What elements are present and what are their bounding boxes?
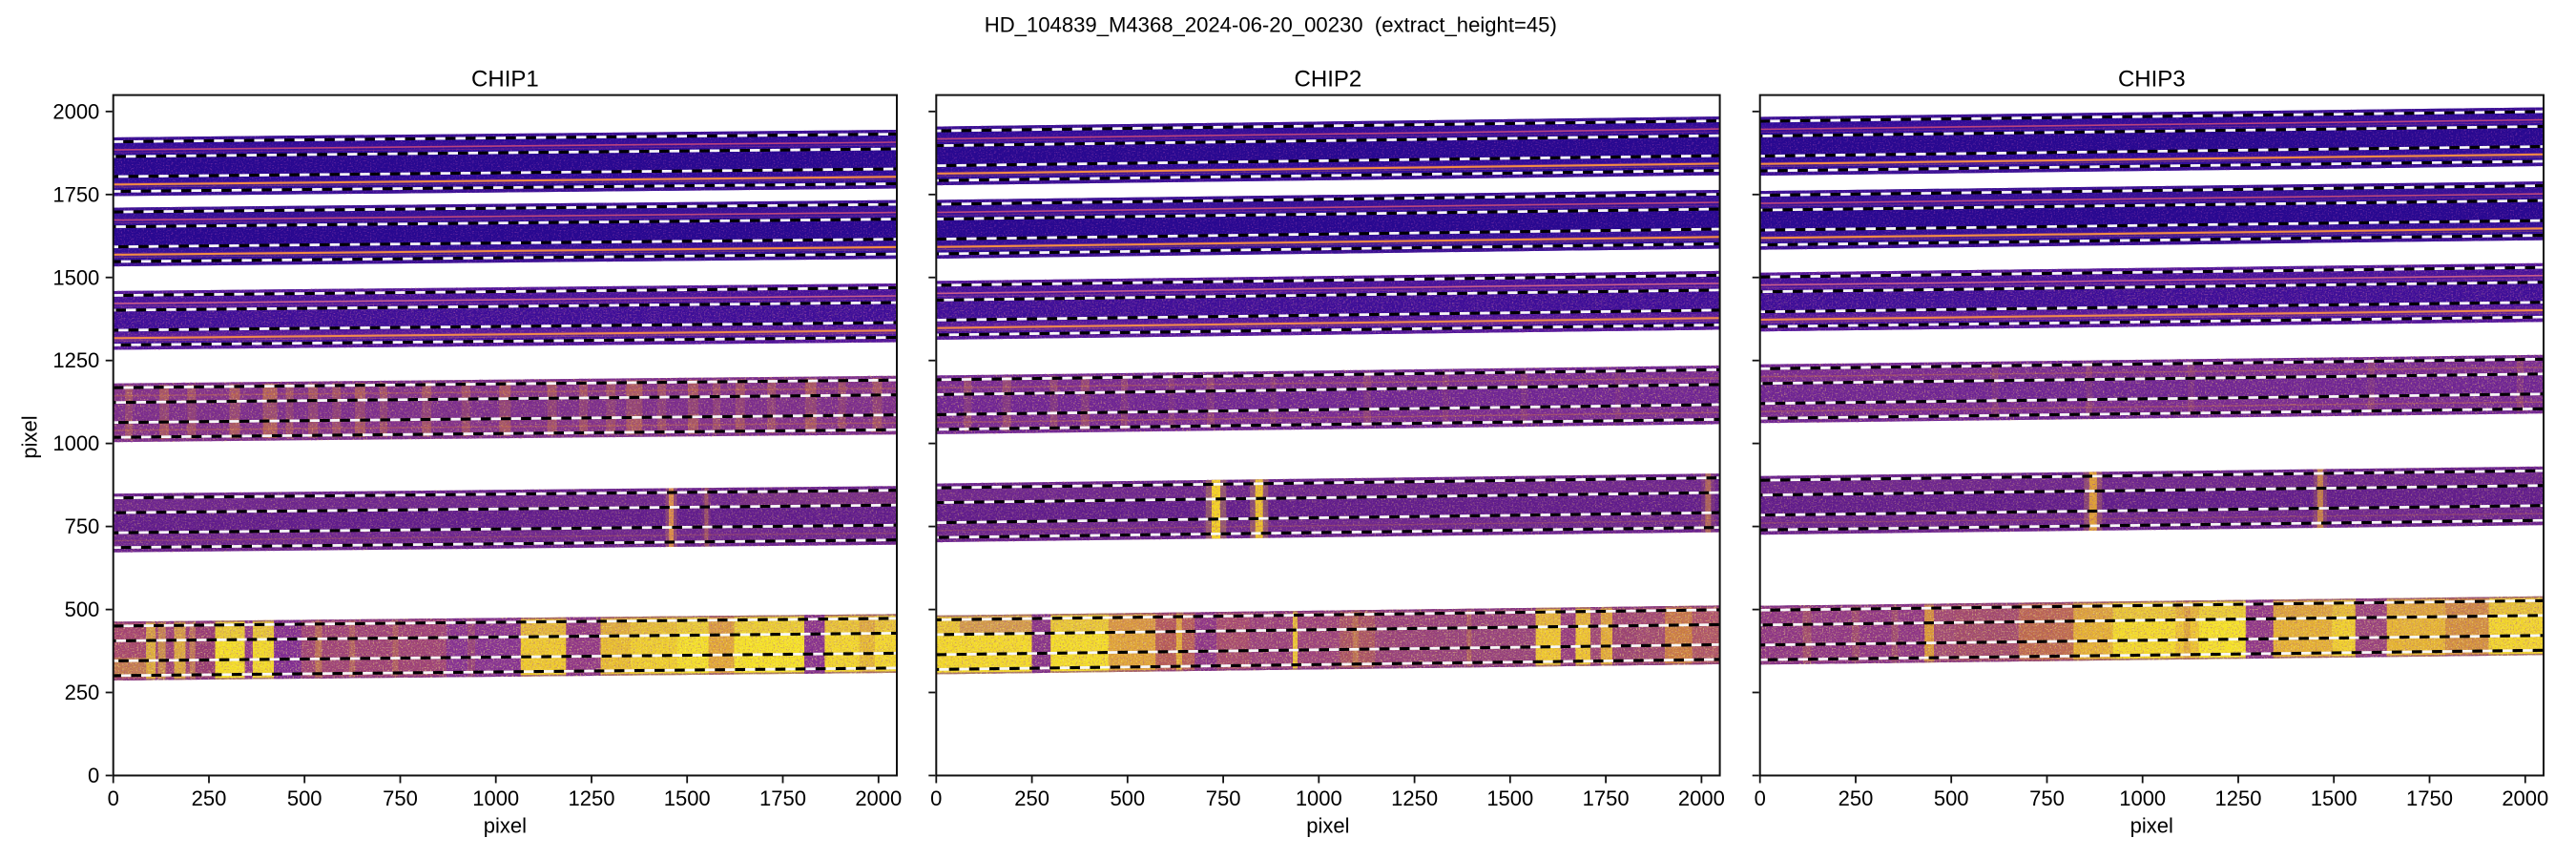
svg-text:0: 0 bbox=[108, 786, 119, 810]
svg-text:250: 250 bbox=[1014, 786, 1049, 810]
svg-text:CHIP1: CHIP1 bbox=[471, 67, 539, 93]
svg-text:500: 500 bbox=[287, 786, 322, 810]
svg-text:1000: 1000 bbox=[1296, 786, 1342, 810]
svg-text:0: 0 bbox=[1755, 786, 1766, 810]
svg-text:1750: 1750 bbox=[2406, 786, 2453, 810]
svg-text:1250: 1250 bbox=[52, 348, 99, 372]
svg-text:1500: 1500 bbox=[52, 265, 99, 289]
svg-text:0: 0 bbox=[930, 786, 942, 810]
svg-text:1750: 1750 bbox=[52, 182, 99, 206]
svg-text:250: 250 bbox=[65, 681, 100, 704]
svg-text:750: 750 bbox=[1206, 786, 1241, 810]
svg-text:2000: 2000 bbox=[2502, 786, 2548, 810]
svg-text:1000: 1000 bbox=[2119, 786, 2166, 810]
svg-text:1250: 1250 bbox=[2215, 786, 2262, 810]
svg-text:pixel: pixel bbox=[1306, 813, 1349, 837]
svg-text:500: 500 bbox=[65, 597, 100, 621]
svg-text:CHIP3: CHIP3 bbox=[2118, 67, 2186, 93]
svg-text:750: 750 bbox=[2029, 786, 2065, 810]
svg-text:500: 500 bbox=[1110, 786, 1145, 810]
svg-text:750: 750 bbox=[383, 786, 418, 810]
svg-text:pixel: pixel bbox=[18, 415, 42, 458]
svg-text:1000: 1000 bbox=[472, 786, 519, 810]
svg-text:1500: 1500 bbox=[664, 786, 711, 810]
svg-text:250: 250 bbox=[1839, 786, 1874, 810]
svg-text:1500: 1500 bbox=[1486, 786, 1533, 810]
svg-text:1500: 1500 bbox=[2311, 786, 2358, 810]
svg-text:1000: 1000 bbox=[52, 431, 99, 455]
svg-text:1250: 1250 bbox=[569, 786, 615, 810]
svg-text:1750: 1750 bbox=[759, 786, 806, 810]
svg-text:pixel: pixel bbox=[2130, 813, 2173, 837]
svg-text:2000: 2000 bbox=[855, 786, 902, 810]
svg-text:pixel: pixel bbox=[484, 813, 527, 837]
svg-text:500: 500 bbox=[1934, 786, 1969, 810]
svg-text:250: 250 bbox=[192, 786, 227, 810]
svg-text:750: 750 bbox=[65, 514, 100, 538]
svg-text:2000: 2000 bbox=[52, 99, 99, 123]
svg-text:2000: 2000 bbox=[1678, 786, 1725, 810]
svg-text:1750: 1750 bbox=[1583, 786, 1630, 810]
svg-text:CHIP2: CHIP2 bbox=[1295, 67, 1362, 93]
svg-text:0: 0 bbox=[88, 764, 99, 787]
svg-text:1250: 1250 bbox=[1391, 786, 1438, 810]
svg-text:HD_104839_M4368_2024-06-20_002: HD_104839_M4368_2024-06-20_00230 (extrac… bbox=[985, 13, 1557, 37]
